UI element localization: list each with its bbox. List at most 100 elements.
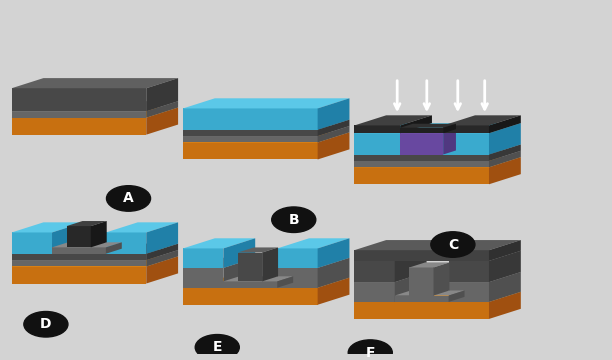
Polygon shape [354, 151, 521, 161]
Text: F: F [365, 346, 375, 360]
Polygon shape [183, 278, 349, 288]
Polygon shape [183, 108, 318, 130]
Polygon shape [489, 115, 521, 133]
Polygon shape [400, 133, 443, 154]
Polygon shape [395, 291, 465, 296]
Polygon shape [318, 258, 349, 288]
Polygon shape [183, 130, 318, 136]
Circle shape [348, 340, 392, 360]
Polygon shape [400, 129, 456, 133]
Polygon shape [354, 115, 432, 125]
Polygon shape [489, 272, 521, 302]
Text: D: D [40, 317, 51, 331]
Polygon shape [146, 256, 178, 284]
Polygon shape [449, 261, 489, 282]
Polygon shape [489, 251, 521, 282]
Polygon shape [12, 111, 146, 118]
Circle shape [195, 334, 239, 360]
Polygon shape [395, 272, 427, 302]
Polygon shape [400, 128, 443, 133]
Polygon shape [443, 124, 456, 133]
Polygon shape [318, 126, 349, 143]
Circle shape [24, 311, 68, 337]
Polygon shape [318, 238, 349, 268]
Polygon shape [183, 248, 223, 268]
Polygon shape [277, 258, 349, 268]
Polygon shape [443, 125, 489, 133]
Polygon shape [91, 221, 106, 247]
Polygon shape [449, 291, 465, 302]
Polygon shape [354, 125, 400, 133]
Polygon shape [489, 292, 521, 319]
Polygon shape [183, 98, 349, 108]
Polygon shape [183, 238, 255, 248]
Polygon shape [146, 108, 178, 135]
Polygon shape [12, 250, 178, 260]
Polygon shape [354, 240, 521, 250]
Polygon shape [12, 244, 178, 254]
Polygon shape [12, 254, 146, 260]
Polygon shape [146, 244, 178, 260]
Polygon shape [12, 78, 178, 88]
Polygon shape [277, 268, 318, 288]
Polygon shape [489, 123, 521, 154]
Text: B: B [288, 213, 299, 227]
Polygon shape [12, 88, 146, 111]
Polygon shape [146, 78, 178, 111]
Polygon shape [318, 132, 349, 159]
Polygon shape [12, 266, 146, 284]
Polygon shape [277, 238, 349, 248]
Text: C: C [448, 238, 458, 252]
Polygon shape [183, 143, 318, 159]
Circle shape [106, 186, 151, 211]
Circle shape [431, 232, 475, 257]
Polygon shape [489, 240, 521, 261]
Polygon shape [354, 261, 395, 282]
Polygon shape [12, 118, 146, 135]
Polygon shape [67, 226, 91, 247]
Polygon shape [400, 115, 432, 133]
Polygon shape [449, 272, 521, 282]
Polygon shape [223, 276, 293, 282]
Polygon shape [52, 242, 122, 247]
Polygon shape [354, 133, 489, 154]
Text: A: A [123, 192, 134, 206]
Polygon shape [238, 252, 262, 282]
Polygon shape [106, 222, 178, 233]
Polygon shape [183, 126, 349, 136]
Polygon shape [223, 258, 255, 288]
Polygon shape [354, 251, 427, 261]
Polygon shape [183, 120, 349, 130]
Circle shape [272, 207, 316, 233]
Polygon shape [52, 222, 84, 254]
Polygon shape [146, 250, 178, 266]
Polygon shape [354, 154, 489, 161]
Polygon shape [489, 151, 521, 167]
Polygon shape [183, 288, 318, 305]
Polygon shape [12, 101, 178, 111]
Polygon shape [354, 123, 521, 133]
Polygon shape [277, 276, 293, 288]
Polygon shape [354, 157, 521, 167]
Polygon shape [183, 132, 349, 143]
Polygon shape [449, 251, 521, 261]
Polygon shape [409, 267, 433, 296]
Polygon shape [318, 98, 349, 130]
Polygon shape [395, 251, 427, 282]
Polygon shape [106, 242, 122, 254]
Polygon shape [489, 144, 521, 161]
Polygon shape [223, 282, 277, 288]
Polygon shape [354, 161, 489, 167]
Polygon shape [318, 278, 349, 305]
Polygon shape [12, 108, 178, 118]
Text: E: E [212, 340, 222, 354]
Polygon shape [354, 250, 489, 261]
Polygon shape [183, 268, 223, 288]
Polygon shape [395, 296, 449, 302]
Polygon shape [183, 136, 318, 143]
Polygon shape [67, 221, 106, 226]
Polygon shape [354, 272, 427, 282]
Polygon shape [400, 124, 456, 128]
Polygon shape [146, 101, 178, 118]
Polygon shape [409, 262, 449, 267]
